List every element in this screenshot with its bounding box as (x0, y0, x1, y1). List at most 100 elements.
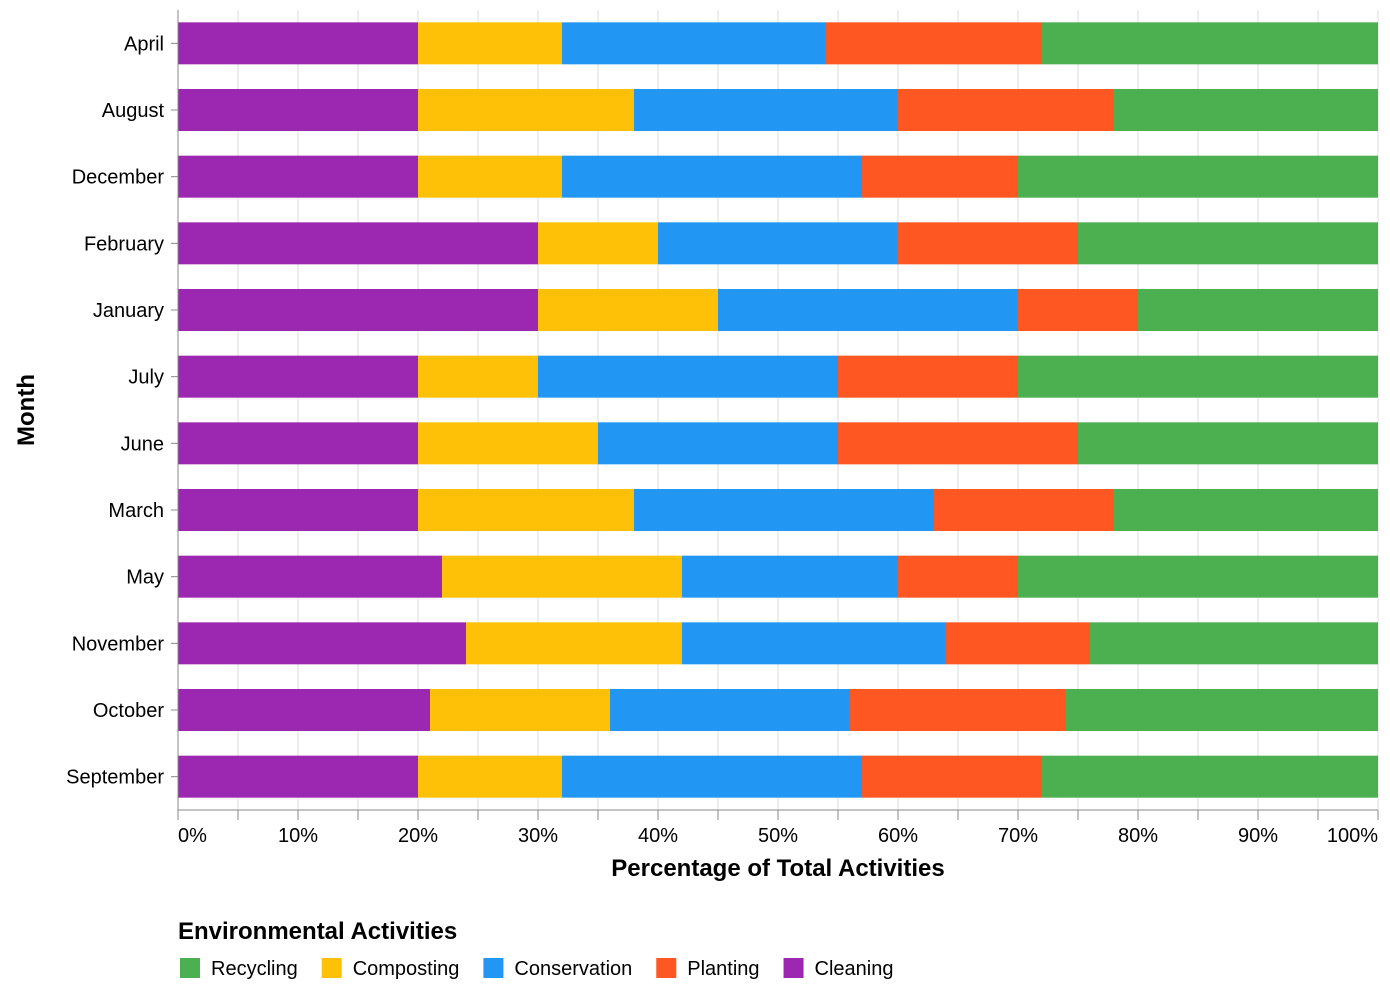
bar-segment-composting (418, 155, 562, 198)
legend-label-composting: Composting (353, 958, 460, 980)
y-tick-label: October (93, 700, 164, 722)
y-tick-label: December (72, 167, 165, 189)
bar-segment-composting (418, 22, 562, 65)
bar-segment-planting (898, 89, 1114, 131)
bar-segment-cleaning (178, 89, 418, 131)
bar-segment-planting (862, 155, 1018, 198)
bar-segment-recycling (1042, 755, 1378, 798)
y-tick-label: February (84, 233, 164, 255)
x-tick-label: 40% (638, 825, 678, 847)
bar-segment-recycling (1090, 622, 1378, 665)
legend-title: Environmental Activities (178, 918, 457, 945)
bar-segment-cleaning (178, 755, 418, 798)
bar-segment-conservation (598, 422, 838, 465)
bar-segment-cleaning (178, 222, 538, 265)
bar-segment-conservation (682, 555, 898, 598)
bar-segment-recycling (1138, 289, 1378, 331)
x-axis-title: Percentage of Total Activities (611, 855, 944, 882)
x-tick-label: 80% (1118, 825, 1158, 847)
bar-segment-planting (946, 622, 1090, 665)
legend-swatch-composting (321, 958, 342, 978)
x-tick-label: 30% (518, 825, 558, 847)
y-axis-title: Month (13, 374, 40, 446)
bar-segment-planting (934, 489, 1114, 531)
bar-segment-recycling (1018, 555, 1378, 598)
bar-segment-planting (898, 222, 1078, 265)
bar-segment-planting (838, 355, 1018, 398)
legend: Environmental Activities Recycling Compos… (178, 918, 894, 980)
bar-segment-planting (862, 755, 1042, 798)
y-tick-label: April (124, 33, 164, 55)
y-tick-label: July (128, 367, 164, 389)
bar-segment-recycling (1018, 155, 1378, 198)
bar-segment-cleaning (178, 155, 418, 198)
bar-segment-cleaning (178, 622, 466, 665)
bar-segment-cleaning (178, 289, 538, 331)
bar-segment-conservation (718, 289, 1018, 331)
bar-segment-recycling (1078, 422, 1378, 465)
y-tick-label: November (72, 633, 165, 655)
y-tick-label: January (93, 300, 164, 322)
bar-segment-cleaning (178, 22, 418, 65)
x-tick-label: 20% (398, 825, 438, 847)
bar-segment-recycling (1114, 89, 1378, 131)
x-tick-label: 70% (998, 825, 1038, 847)
bar-segment-recycling (1042, 22, 1378, 65)
y-tick-label: March (108, 500, 164, 522)
bar-segment-cleaning (178, 555, 442, 598)
bar-segment-conservation (562, 22, 826, 65)
bar-segment-conservation (634, 489, 934, 531)
bar-segment-composting (418, 355, 538, 398)
bar-segment-conservation (682, 622, 946, 665)
bar-segment-conservation (634, 89, 898, 131)
bar-segment-composting (442, 555, 682, 598)
bar-segment-composting (466, 622, 682, 665)
legend-swatch-planting (656, 958, 677, 978)
bar-segment-composting (538, 222, 658, 265)
bar-segment-recycling (1018, 355, 1378, 398)
x-tick-label: 0% (178, 825, 207, 847)
bar-segment-composting (538, 289, 718, 331)
x-tick-label: 90% (1238, 825, 1278, 847)
bar-segment-planting (850, 689, 1066, 731)
bar-segment-conservation (610, 689, 850, 731)
bar-segment-planting (898, 555, 1018, 598)
bar-segment-composting (418, 89, 634, 131)
bar-segment-cleaning (178, 689, 430, 731)
x-tick-label: 60% (878, 825, 918, 847)
x-tick-label: 50% (758, 825, 798, 847)
bar-segment-composting (418, 755, 562, 798)
bar-segment-conservation (658, 222, 898, 265)
bar-segment-planting (1018, 289, 1138, 331)
legend-label-cleaning: Cleaning (815, 958, 894, 980)
bar-segment-planting (838, 422, 1078, 465)
bar-segment-cleaning (178, 422, 418, 465)
bar-segment-recycling (1114, 489, 1378, 531)
bar-segment-conservation (562, 155, 862, 198)
bar-segment-recycling (1066, 689, 1378, 731)
bar-segment-conservation (538, 355, 838, 398)
bars (178, 22, 1378, 798)
grid (177, 10, 1379, 810)
legend-label-conservation: Conservation (514, 958, 632, 980)
x-tick-label: 100% (1327, 825, 1378, 847)
bar-segment-conservation (562, 755, 862, 798)
legend-swatch-cleaning (783, 958, 804, 978)
y-tick-label: May (126, 567, 164, 589)
bar-segment-cleaning (178, 489, 418, 531)
bar-segment-composting (418, 422, 598, 465)
y-tick-label: September (66, 767, 164, 789)
legend-label-recycling: Recycling (211, 958, 298, 980)
legend-label-planting: Planting (687, 958, 759, 980)
y-tick-label: June (121, 433, 164, 455)
bar-segment-cleaning (178, 355, 418, 398)
y-tick-label: August (102, 100, 165, 122)
legend-swatch-recycling (180, 958, 200, 978)
bar-segment-composting (430, 689, 610, 731)
bar-segment-recycling (1078, 222, 1378, 265)
x-tick-label: 10% (278, 825, 318, 847)
bar-segment-planting (826, 22, 1042, 65)
legend-swatch-conservation (483, 958, 504, 978)
